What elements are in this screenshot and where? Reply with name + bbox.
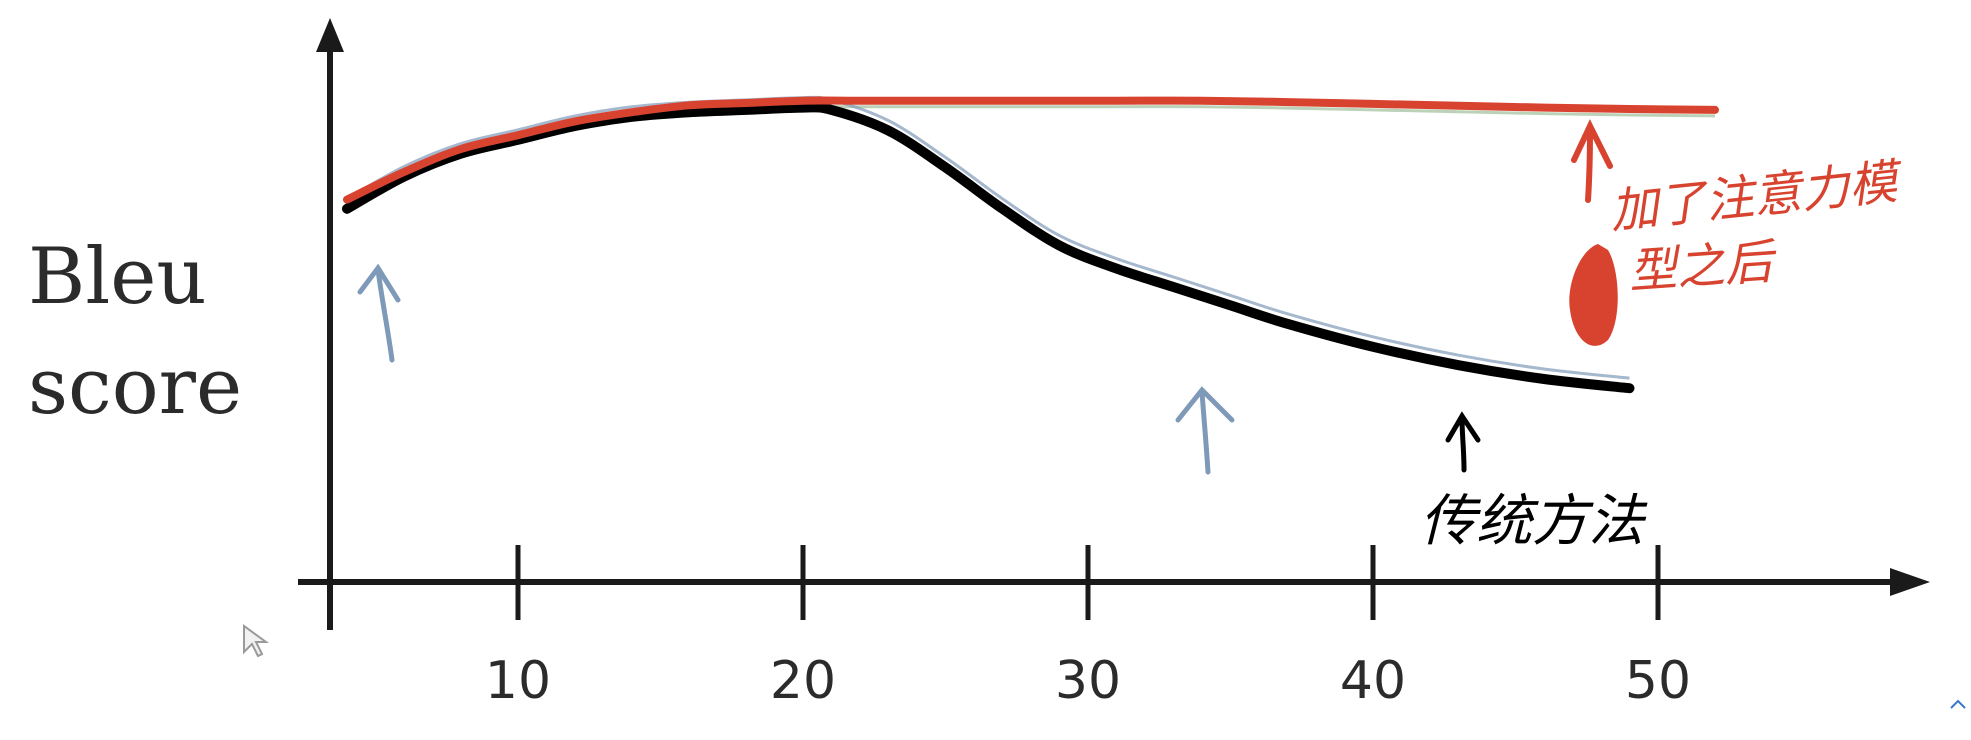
red-up-arrow [1571,119,1613,203]
red-annotation-line1: 加了注意力模 [1607,153,1906,240]
blue-up-arrow-middle [1175,386,1235,475]
x-ticks: 10 20 30 40 50 [485,545,1691,711]
red-annotation-line2: 型之后 [1627,234,1780,300]
black-annotation: 传统方法 [1420,489,1648,554]
series-line-black [342,102,1635,394]
series-line-red [343,96,1719,204]
x-tick-label-50: 50 [1625,651,1691,711]
black-up-arrow [1445,411,1481,473]
mouse-cursor-icon [243,624,270,658]
x-tick-label-40: 40 [1340,651,1406,711]
y-axis-label: Bleu score [28,232,243,432]
faint-underlying-curves [346,95,1716,380]
x-tick-label-20: 20 [770,651,836,711]
blue-up-arrow-left [357,263,401,363]
x-axis-arrowhead [1890,568,1930,596]
red-mark-blob [1569,244,1618,346]
x-tick-label-10: 10 [485,651,551,711]
chevron-up-icon[interactable] [1949,698,1967,710]
series-layer [342,96,1719,394]
y-axis-arrowhead [316,18,344,52]
x-tick-label-30: 30 [1055,651,1121,711]
faint-trace-1 [346,95,1630,380]
